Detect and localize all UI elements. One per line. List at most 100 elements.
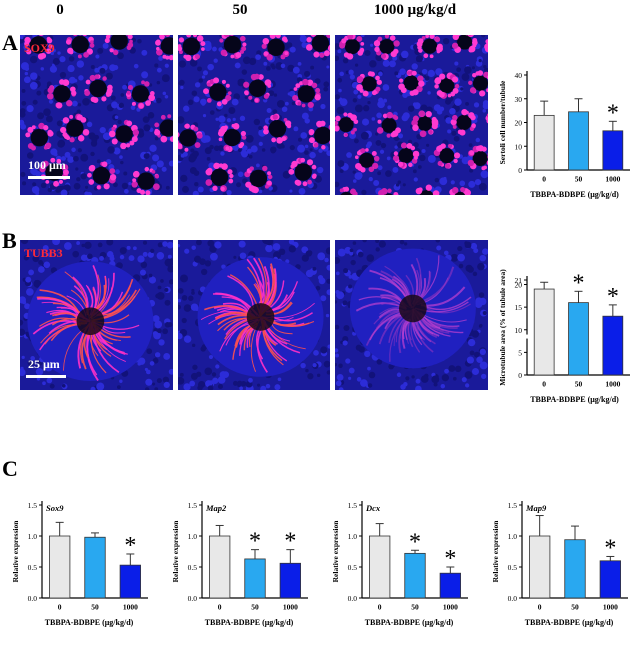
x-axis-label: TBBPA-BDBPE (μg/kg/d) [530, 190, 619, 199]
column-title-1000: 1000 μg/kg/d [335, 2, 495, 19]
x-tick-label: 0 [58, 603, 62, 612]
x-axis-label: TBBPA-BDBPE (μg/kg/d) [530, 395, 619, 404]
y-tick-label: 1.0 [28, 532, 38, 541]
gene-label: Map9 [525, 503, 547, 513]
significance-star: * [607, 284, 619, 310]
y-tick-label: 10 [515, 326, 523, 335]
x-tick-label: 0 [542, 175, 546, 184]
y-tick-label: 1.5 [188, 501, 198, 510]
micrograph-a-1000 [335, 35, 488, 195]
significance-star: * [604, 535, 616, 561]
y-tick-label: 1.0 [188, 532, 198, 541]
chart-map9-expression: 0.0 0.5 1.0 1.5 0 50 * 1000 TBBPA-BDBPE (μg/kg/d… [480, 475, 640, 640]
y-tick-label: 20 [515, 119, 523, 128]
y-axis-label: Sertoli cell number/tubule [498, 80, 507, 164]
micrograph-a-0: SOX9 100 μm [20, 35, 173, 195]
y-axis-label: Relative expression [331, 520, 340, 583]
scale-bar-a [28, 176, 70, 179]
x-tick-label: 1000 [603, 603, 618, 612]
y-tick-label: 0.5 [348, 563, 358, 572]
y-tick-label: 0.0 [188, 594, 198, 603]
significance-star: * [444, 546, 456, 572]
significance-star: * [607, 100, 619, 126]
micrograph-b-1000 [335, 240, 488, 390]
panel-letter-a: A [2, 30, 18, 56]
y-tick-label: 0.5 [28, 563, 38, 572]
x-tick-label: 0 [538, 603, 542, 612]
significance-star: * [409, 529, 421, 555]
micrograph-b-50 [178, 240, 330, 390]
x-tick-label: 0 [218, 603, 222, 612]
bar-50 [85, 537, 105, 598]
bar-50 [405, 553, 425, 598]
y-tick-label: 0.0 [28, 594, 38, 603]
bar-0 [534, 115, 554, 170]
y-tick-label: 0.5 [188, 563, 198, 572]
y-tick-label: 40 [515, 71, 523, 80]
y-axis-label: Relative expression [491, 520, 500, 583]
y-tick-label: 1.5 [508, 501, 518, 510]
x-axis-label: TBBPA-BDBPE (μg/kg/d) [205, 618, 294, 627]
y-tick-label: 21 [515, 276, 523, 285]
panel-letter-b: B [2, 228, 17, 254]
y-tick-label: 30 [515, 95, 523, 104]
y-tick-label: 1.5 [348, 501, 358, 510]
bar-1000 [600, 561, 620, 598]
bar-1000 [120, 565, 140, 598]
y-tick-label: 1.0 [508, 532, 518, 541]
y-axis-label: Microtubule area (% of tubule area) [498, 269, 507, 386]
x-tick-label: 0 [542, 380, 546, 389]
y-axis-label: Relative expression [171, 520, 180, 583]
bar-0 [529, 536, 549, 598]
x-tick-label: 50 [571, 603, 579, 612]
y-tick-label: 15 [515, 303, 523, 312]
x-tick-label: 50 [575, 380, 583, 389]
bar-50 [569, 303, 589, 375]
y-tick-label: 0 [518, 371, 522, 380]
x-axis-label: TBBPA-BDBPE (μg/kg/d) [365, 618, 454, 627]
x-tick-label: 0 [378, 603, 382, 612]
significance-star: * [284, 529, 296, 555]
bar-50 [565, 540, 585, 598]
y-tick-label: 1.5 [28, 501, 38, 510]
column-title-50: 50 [160, 2, 320, 19]
gene-label: Sox9 [46, 503, 64, 513]
x-axis-label: TBBPA-BDBPE (μg/kg/d) [45, 618, 134, 627]
bar-50 [245, 559, 265, 598]
x-tick-label: 1000 [283, 603, 298, 612]
x-tick-label: 1000 [605, 175, 620, 184]
bar-0 [49, 536, 69, 598]
y-axis-label: Relative expression [11, 520, 20, 583]
significance-star: * [124, 533, 136, 559]
y-tick-label: 0.0 [508, 594, 518, 603]
bar-0 [209, 536, 229, 598]
y-tick-label: 0.5 [508, 563, 518, 572]
scale-bar-b [26, 375, 66, 378]
x-tick-label: 50 [91, 603, 99, 612]
bar-0 [534, 289, 554, 375]
x-tick-label: 50 [411, 603, 419, 612]
micrograph-b-0: TUBB3 25 μm [20, 240, 173, 390]
x-tick-label: 1000 [123, 603, 138, 612]
x-axis-label: TBBPA-BDBPE (μg/kg/d) [525, 618, 614, 627]
bar-1000 [280, 563, 300, 598]
significance-star: * [573, 270, 585, 296]
gene-label: Map2 [205, 503, 227, 513]
bar-1000 [440, 573, 460, 598]
x-tick-label: 1000 [605, 380, 620, 389]
stain-label-tubb3: TUBB3 [24, 246, 63, 261]
chart-sox9-expression: 0.0 0.5 1.0 1.5 0 50 * 1000 TBBPA-BDBPE (μg/kg/d… [0, 475, 160, 640]
scale-label-a: 100 μm [28, 158, 66, 173]
bar-1000 [603, 131, 623, 170]
stain-label-sox9: SOX9 [24, 41, 55, 56]
y-tick-label: 1.0 [348, 532, 358, 541]
bar-50 [569, 112, 589, 170]
gene-label: Dcx [365, 503, 381, 513]
x-tick-label: 50 [575, 175, 583, 184]
y-tick-label: 0 [518, 166, 522, 175]
scale-label-b: 25 μm [28, 357, 60, 372]
